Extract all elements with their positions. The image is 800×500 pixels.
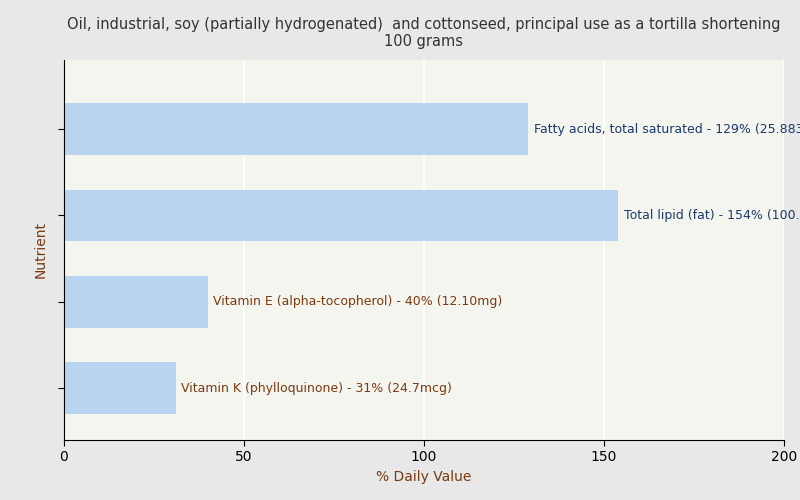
Bar	[64, 190, 618, 242]
Text: Fatty acids, total saturated - 129% (25.883g): Fatty acids, total saturated - 129% (25.…	[534, 122, 800, 136]
X-axis label: % Daily Value: % Daily Value	[376, 470, 472, 484]
Y-axis label: Nutrient: Nutrient	[34, 222, 48, 278]
Text: Vitamin K (phylloquinone) - 31% (24.7mcg): Vitamin K (phylloquinone) - 31% (24.7mcg…	[181, 382, 452, 394]
Title: Oil, industrial, soy (partially hydrogenated)  and cottonseed, principal use as : Oil, industrial, soy (partially hydrogen…	[67, 16, 781, 49]
Text: Vitamin E (alpha-tocopherol) - 40% (12.10mg): Vitamin E (alpha-tocopherol) - 40% (12.1…	[214, 296, 502, 308]
Bar	[64, 103, 529, 155]
Bar	[64, 362, 176, 414]
Text: Total lipid (fat) - 154% (100.00g): Total lipid (fat) - 154% (100.00g)	[624, 209, 800, 222]
Bar	[64, 276, 208, 328]
